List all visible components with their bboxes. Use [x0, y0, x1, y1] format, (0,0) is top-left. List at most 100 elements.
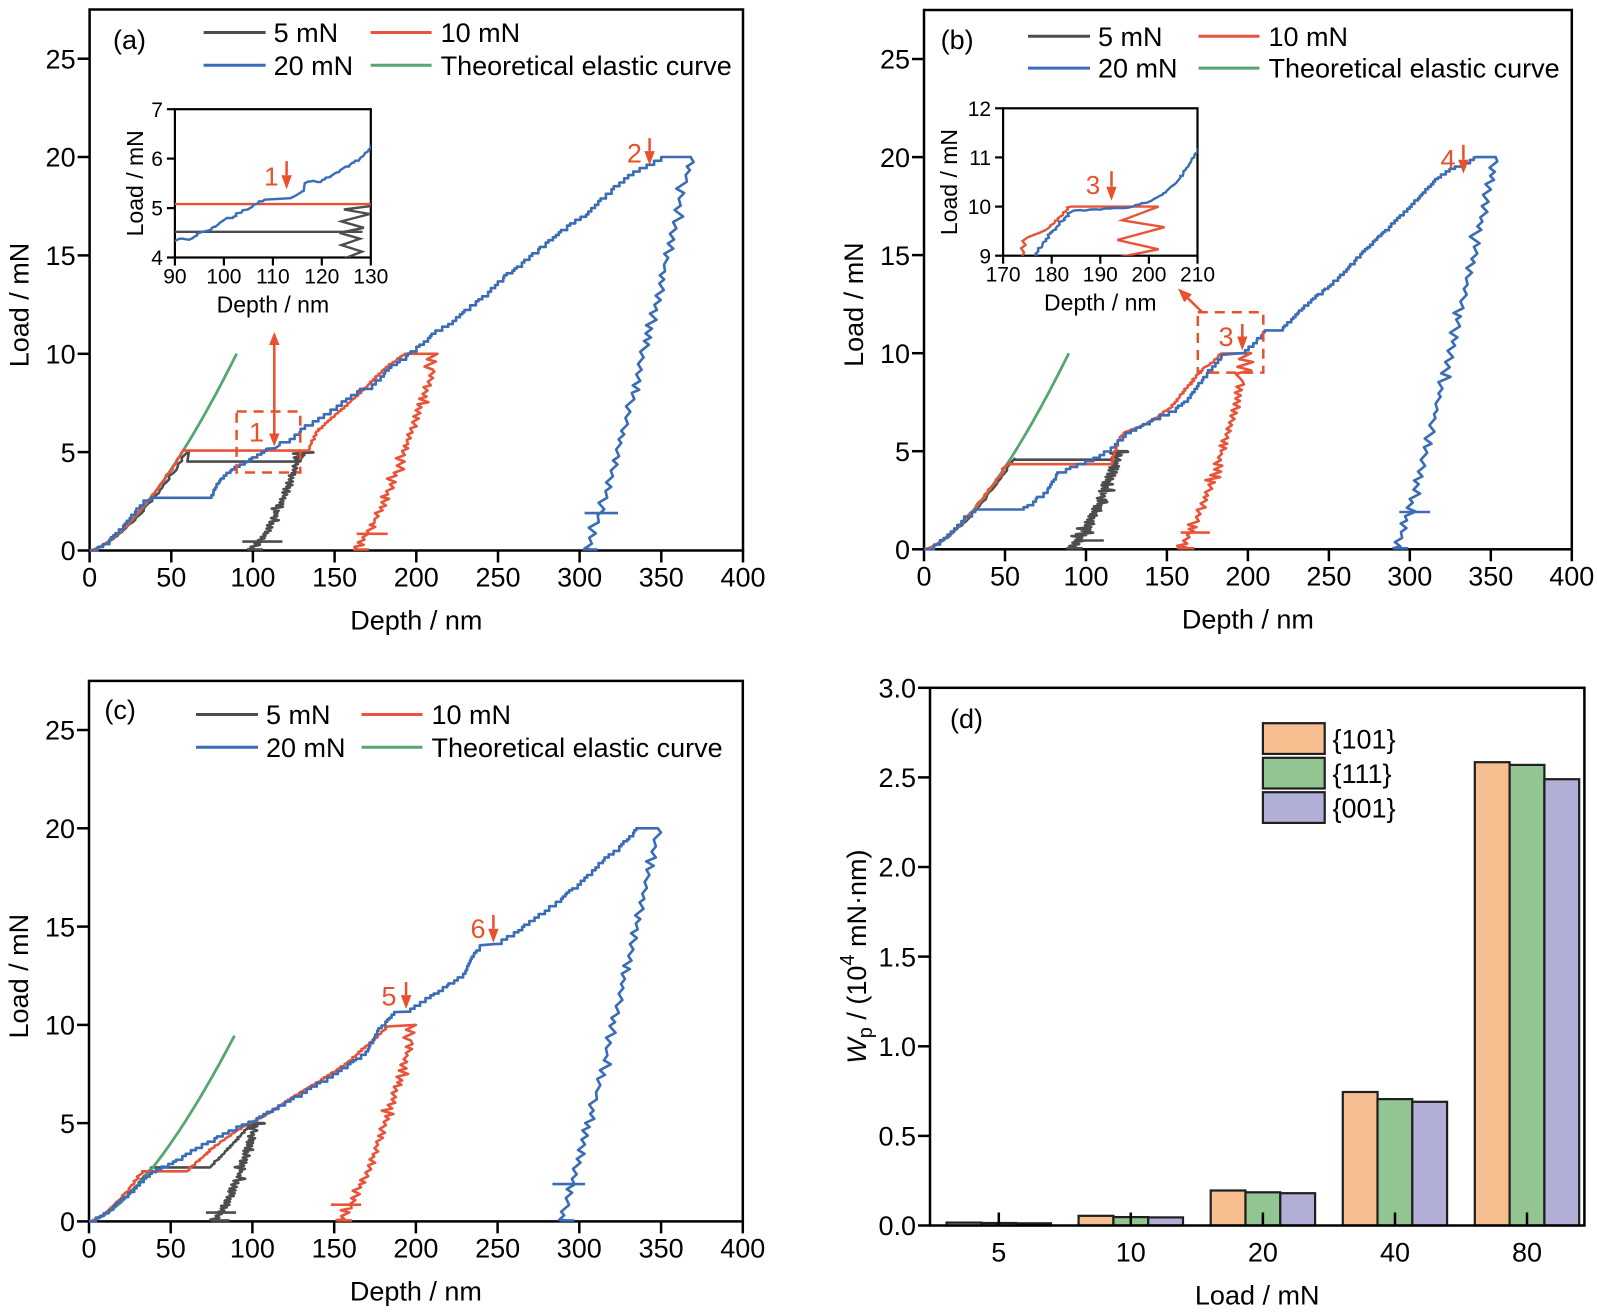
svg-text:5: 5	[991, 1238, 1006, 1268]
svg-text:150: 150	[312, 563, 357, 593]
svg-text:Load / mN: Load / mN	[839, 242, 869, 367]
svg-text:250: 250	[475, 1233, 520, 1263]
svg-text:4: 4	[1440, 145, 1455, 175]
svg-text:120: 120	[304, 266, 339, 289]
svg-text:90: 90	[163, 266, 186, 289]
svg-text:100: 100	[1063, 561, 1108, 591]
svg-text:5: 5	[381, 981, 396, 1011]
svg-text:100: 100	[206, 266, 241, 289]
svg-text:2.0: 2.0	[878, 853, 916, 883]
svg-text:10: 10	[46, 340, 76, 370]
svg-text:Load / mN: Load / mN	[1195, 1281, 1320, 1311]
svg-text:4: 4	[151, 247, 163, 270]
svg-text:300: 300	[1387, 561, 1432, 591]
svg-text:350: 350	[639, 1233, 684, 1263]
svg-text:0.0: 0.0	[878, 1211, 916, 1241]
svg-text:10: 10	[968, 196, 991, 219]
svg-text:0: 0	[82, 563, 97, 593]
svg-text:25: 25	[880, 45, 910, 75]
svg-text:5: 5	[60, 1109, 75, 1139]
svg-text:300: 300	[557, 1233, 602, 1263]
svg-text:15: 15	[880, 241, 910, 271]
svg-text:50: 50	[990, 561, 1020, 591]
svg-text:80: 80	[1512, 1238, 1542, 1268]
svg-text:350: 350	[639, 563, 684, 593]
svg-text:200: 200	[1131, 264, 1166, 287]
svg-text:5 mN: 5 mN	[274, 18, 339, 48]
svg-text:(a): (a)	[113, 25, 146, 55]
svg-text:20 mN: 20 mN	[1098, 54, 1178, 84]
svg-text:3: 3	[1218, 322, 1233, 352]
svg-text:250: 250	[1306, 561, 1351, 591]
svg-text:400: 400	[720, 1233, 765, 1263]
svg-text:1.0: 1.0	[878, 1032, 916, 1062]
svg-text:0: 0	[895, 535, 910, 565]
svg-text:Theoretical elastic curve: Theoretical elastic curve	[1269, 54, 1560, 84]
svg-text:20: 20	[46, 143, 76, 173]
svg-text:200: 200	[394, 563, 439, 593]
svg-text:10: 10	[45, 1011, 75, 1041]
svg-text:2.5: 2.5	[878, 763, 916, 793]
svg-text:Depth / nm: Depth / nm	[1044, 290, 1157, 316]
svg-text:130: 130	[353, 266, 388, 289]
svg-text:0: 0	[81, 1233, 96, 1263]
svg-text:180: 180	[1034, 264, 1069, 287]
svg-text:6: 6	[470, 914, 485, 944]
svg-text:{111}: {111}	[1333, 759, 1392, 789]
svg-text:10 mN: 10 mN	[1269, 22, 1349, 52]
svg-text:Load / mN: Load / mN	[5, 243, 35, 368]
svg-text:25: 25	[45, 716, 75, 746]
svg-text:Wp / (104 mN·nm): Wp / (104 mN·nm)	[837, 850, 877, 1064]
svg-text:1: 1	[249, 418, 264, 448]
svg-text:15: 15	[46, 241, 76, 271]
svg-text:10: 10	[880, 339, 910, 369]
svg-text:170: 170	[986, 264, 1021, 287]
svg-text:10 mN: 10 mN	[441, 18, 521, 48]
svg-text:5: 5	[61, 438, 76, 468]
svg-text:300: 300	[557, 563, 602, 593]
svg-text:20: 20	[45, 814, 75, 844]
svg-text:200: 200	[393, 1233, 438, 1263]
svg-text:20 mN: 20 mN	[274, 51, 354, 81]
svg-text:Theoretical elastic curve: Theoretical elastic curve	[432, 733, 723, 763]
svg-text:250: 250	[475, 563, 520, 593]
svg-text:Load / mN: Load / mN	[4, 914, 34, 1039]
svg-text:0: 0	[916, 561, 931, 591]
svg-text:(c): (c)	[104, 695, 135, 725]
svg-text:Depth / nm: Depth / nm	[350, 606, 482, 636]
svg-text:25: 25	[46, 44, 76, 74]
svg-text:10 mN: 10 mN	[432, 700, 512, 730]
svg-text:0: 0	[61, 536, 76, 566]
svg-text:150: 150	[312, 1233, 357, 1263]
svg-text:3.0: 3.0	[878, 674, 916, 704]
svg-text:5: 5	[151, 198, 163, 221]
svg-text:Theoretical elastic curve: Theoretical elastic curve	[441, 51, 732, 81]
svg-text:2: 2	[627, 138, 642, 168]
svg-text:400: 400	[720, 563, 765, 593]
svg-text:5: 5	[895, 437, 910, 467]
svg-text:20: 20	[880, 143, 910, 173]
svg-text:1.5: 1.5	[878, 942, 916, 972]
svg-text:50: 50	[156, 1233, 186, 1263]
svg-text:{101}: {101}	[1333, 724, 1396, 754]
svg-text:Depth / nm: Depth / nm	[350, 1276, 482, 1306]
svg-text:20: 20	[1248, 1238, 1278, 1268]
svg-text:350: 350	[1468, 561, 1513, 591]
svg-text:Load / mN: Load / mN	[936, 129, 962, 235]
svg-text:20 mN: 20 mN	[266, 733, 346, 763]
svg-text:9: 9	[979, 245, 991, 268]
svg-text:210: 210	[1180, 264, 1215, 287]
svg-text:7: 7	[151, 99, 163, 122]
svg-text:150: 150	[1144, 561, 1189, 591]
svg-text:1: 1	[264, 161, 278, 191]
svg-text:50: 50	[156, 563, 186, 593]
svg-text:15: 15	[45, 912, 75, 942]
svg-text:100: 100	[230, 1233, 275, 1263]
svg-text:5 mN: 5 mN	[1098, 22, 1163, 52]
svg-text:6: 6	[151, 148, 163, 171]
svg-text:200: 200	[1225, 561, 1270, 591]
svg-text:(b): (b)	[941, 25, 974, 55]
svg-text:3: 3	[1086, 170, 1100, 200]
svg-text:Depth / nm: Depth / nm	[217, 292, 330, 318]
svg-text:0.5: 0.5	[878, 1122, 916, 1152]
